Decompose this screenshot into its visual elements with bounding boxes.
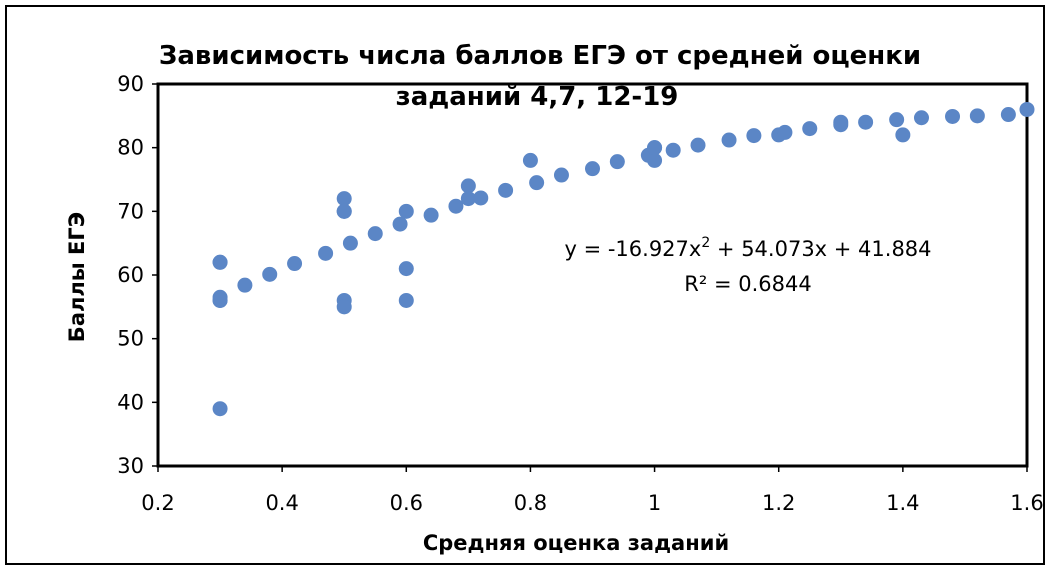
y-tick-label: 50 xyxy=(117,327,144,351)
data-point xyxy=(212,401,228,417)
y-tick-label: 60 xyxy=(117,263,144,287)
y-tick-label: 40 xyxy=(117,390,144,414)
data-point xyxy=(423,207,439,223)
data-point xyxy=(585,161,600,177)
data-point xyxy=(262,266,278,282)
data-point xyxy=(460,178,476,194)
data-point xyxy=(336,203,352,219)
data-point xyxy=(398,203,414,219)
x-tick-label: 1.6 xyxy=(1010,491,1043,515)
data-point xyxy=(448,198,464,214)
data-point xyxy=(777,124,793,140)
chart-title-line-2: заданий 4,7, 12-19 xyxy=(396,82,679,112)
data-point xyxy=(287,256,303,272)
data-point xyxy=(665,142,681,158)
r-squared-label: R² = 0.6844 xyxy=(684,272,811,296)
y-tick-label: 70 xyxy=(117,199,144,223)
data-point xyxy=(318,245,334,261)
data-point xyxy=(945,108,961,124)
data-point xyxy=(721,132,737,148)
data-point xyxy=(460,191,476,207)
data-point xyxy=(398,261,414,277)
y-axis-title: Баллы ЕГЭ xyxy=(65,212,89,342)
data-point xyxy=(498,182,514,198)
data-point xyxy=(609,154,625,170)
data-point xyxy=(858,114,874,130)
plot-border xyxy=(156,82,1029,468)
y-tick-label: 30 xyxy=(117,454,144,478)
x-tick-label: 1.2 xyxy=(762,491,795,515)
data-point xyxy=(1019,101,1035,117)
y-tick-label: 80 xyxy=(117,136,144,160)
x-tick-label: 1 xyxy=(648,491,661,515)
data-point xyxy=(1000,107,1016,123)
trendline-equation: y = -16.927x2 + 54.073x + 41.884 xyxy=(564,235,931,261)
data-point xyxy=(802,121,818,137)
data-point xyxy=(237,277,253,293)
plot-area: 0.2 0.4 0.6 0.8 1 1.2 1.4 1.6 30 40 50 60 70 80 90 xyxy=(117,72,1043,515)
x-tick-label: 0.4 xyxy=(265,491,298,515)
data-point xyxy=(367,226,383,242)
data-point xyxy=(690,137,706,153)
data-point xyxy=(336,191,352,207)
data-point xyxy=(212,292,228,308)
data-point xyxy=(913,110,929,126)
data-point xyxy=(833,117,849,133)
chart-frame xyxy=(5,5,1045,565)
data-point xyxy=(212,254,228,270)
x-axis-title: Средняя оценка заданий xyxy=(423,531,729,555)
data-point xyxy=(336,299,352,315)
x-tick-label: 0.6 xyxy=(390,491,423,515)
data-point xyxy=(647,140,663,156)
data-point xyxy=(889,112,905,128)
x-tick-label: 0.2 xyxy=(141,491,174,515)
data-point xyxy=(392,216,408,232)
data-point xyxy=(746,128,762,144)
data-point xyxy=(398,292,414,308)
data-point xyxy=(647,152,663,168)
x-tick-label: 0.8 xyxy=(514,491,547,515)
chart-title-line-1: Зависимость числа баллов ЕГЭ от средней … xyxy=(159,41,921,71)
data-point xyxy=(342,235,358,251)
data-point xyxy=(522,152,538,168)
data-point xyxy=(529,175,545,191)
data-point xyxy=(895,127,911,143)
data-point xyxy=(969,108,985,124)
x-tick-label: 1.4 xyxy=(886,491,919,515)
data-point xyxy=(473,190,489,206)
data-point xyxy=(553,167,569,183)
y-tick-label: 90 xyxy=(117,72,144,96)
